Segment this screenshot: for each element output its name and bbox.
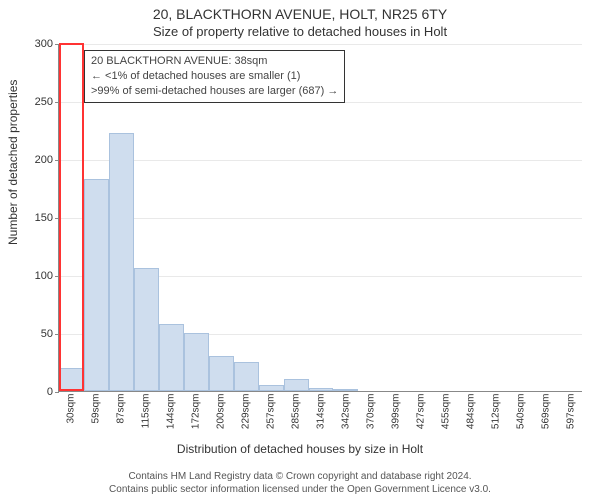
x-tick-label: 370sqm (365, 394, 376, 434)
grid-line (59, 44, 582, 45)
x-tick-label: 399sqm (390, 394, 401, 434)
histogram-bar (159, 324, 184, 391)
x-tick-label: 229sqm (241, 394, 252, 434)
histogram-bar (259, 385, 284, 391)
plot-area: 05010015020025030030sqm59sqm87sqm115sqm1… (58, 44, 582, 392)
x-axis-label: Distribution of detached houses by size … (0, 442, 600, 456)
x-tick-label: 484sqm (465, 394, 476, 434)
x-tick-label: 597sqm (565, 394, 576, 434)
highlight-marker (59, 43, 84, 391)
x-tick-label: 427sqm (415, 394, 426, 434)
x-tick-label: 314sqm (316, 394, 327, 434)
x-tick-label: 87sqm (116, 394, 127, 434)
footer: Contains HM Land Registry data © Crown c… (0, 470, 600, 496)
grid-line (59, 160, 582, 161)
histogram-bar (209, 356, 234, 391)
x-tick-label: 172sqm (191, 394, 202, 434)
footer-line2: Contains public sector information licen… (0, 483, 600, 496)
x-tick-label: 144sqm (166, 394, 177, 434)
x-tick-label: 30sqm (66, 394, 77, 434)
x-tick-label: 540sqm (515, 394, 526, 434)
x-tick-label: 512sqm (490, 394, 501, 434)
histogram-bar (284, 379, 309, 391)
histogram-bar (333, 389, 358, 391)
y-axis-label: Number of detached properties (6, 80, 20, 245)
chart-container: { "title_line1": "20, BLACKTHORN AVENUE,… (0, 0, 600, 500)
x-tick-label: 455sqm (440, 394, 451, 434)
histogram-bar (84, 179, 109, 391)
x-tick-label: 257sqm (266, 394, 277, 434)
histogram-bar (309, 388, 334, 391)
histogram-bar (134, 268, 159, 391)
x-tick-label: 285sqm (291, 394, 302, 434)
x-tick-label: 569sqm (540, 394, 551, 434)
histogram-bar (109, 133, 134, 391)
annotation-box: 20 BLACKTHORN AVENUE: 38sqm ← <1% of det… (84, 50, 345, 103)
x-tick-label: 342sqm (340, 394, 351, 434)
chart-title-line2: Size of property relative to detached ho… (0, 24, 600, 39)
x-tick-label: 115sqm (141, 394, 152, 434)
histogram-bar (184, 333, 209, 391)
x-tick-label: 200sqm (216, 394, 227, 434)
y-tick-mark (55, 392, 59, 393)
histogram-bar (234, 362, 259, 391)
x-tick-label: 59sqm (91, 394, 102, 434)
annotation-line3: >99% of semi-detached houses are larger … (91, 84, 338, 99)
chart-title-line1: 20, BLACKTHORN AVENUE, HOLT, NR25 6TY (0, 6, 600, 22)
footer-line1: Contains HM Land Registry data © Crown c… (0, 470, 600, 483)
annotation-line1: 20 BLACKTHORN AVENUE: 38sqm (91, 54, 338, 69)
grid-line (59, 218, 582, 219)
annotation-line2: ← <1% of detached houses are smaller (1) (91, 69, 338, 84)
